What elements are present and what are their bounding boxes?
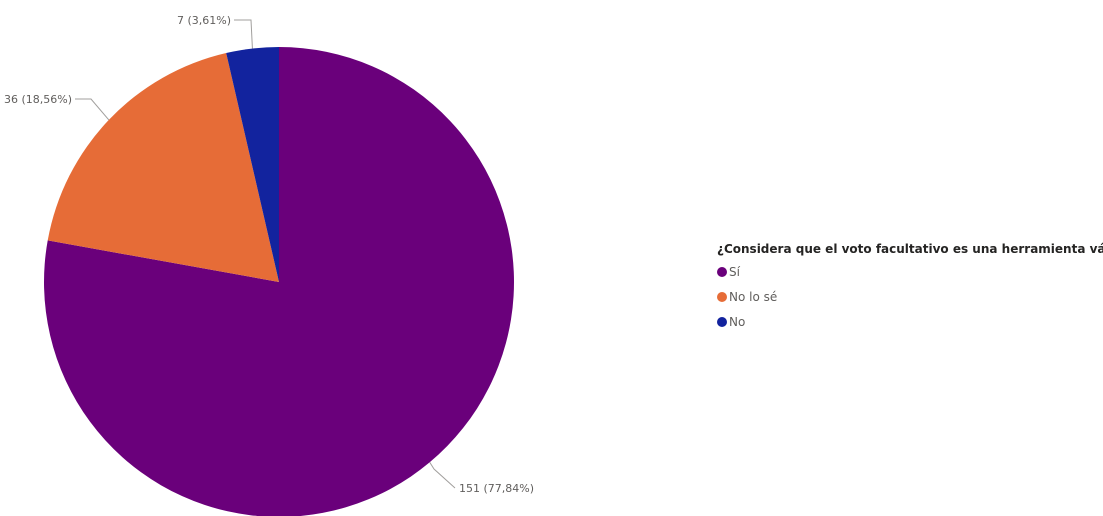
leader-line-2 <box>234 19 253 49</box>
legend-item-si[interactable]: Sí <box>717 262 1103 282</box>
pie-slice-1[interactable] <box>47 53 280 283</box>
data-label-0: 151 (77,84%) <box>459 482 534 495</box>
legend-label: No lo sé <box>729 290 778 304</box>
leader-line-0 <box>429 462 456 489</box>
legend-label: Sí <box>729 265 740 279</box>
legend-title: ¿Considera que el voto facultativo es un… <box>717 242 1103 256</box>
legend-item-no[interactable]: No <box>717 312 1103 332</box>
data-labels: 151 (77,84%) 36 (18,56%) 7 (3,61%) <box>4 14 534 495</box>
legend-marker-icon <box>717 267 727 277</box>
legend-marker-icon <box>717 317 727 327</box>
data-label-1: 36 (18,56%) <box>4 93 72 106</box>
leader-line-1 <box>75 98 110 121</box>
legend-item-no-lo-se[interactable]: No lo sé <box>717 287 1103 307</box>
legend-label: No <box>729 315 746 329</box>
pie-slice-0[interactable] <box>44 47 514 516</box>
legend: ¿Considera que el voto facultativo es un… <box>717 241 1103 332</box>
pie-slice-2[interactable] <box>226 47 279 282</box>
pie-slices <box>44 47 514 516</box>
legend-marker-icon <box>717 292 727 302</box>
data-label-2: 7 (3,61%) <box>177 14 231 27</box>
